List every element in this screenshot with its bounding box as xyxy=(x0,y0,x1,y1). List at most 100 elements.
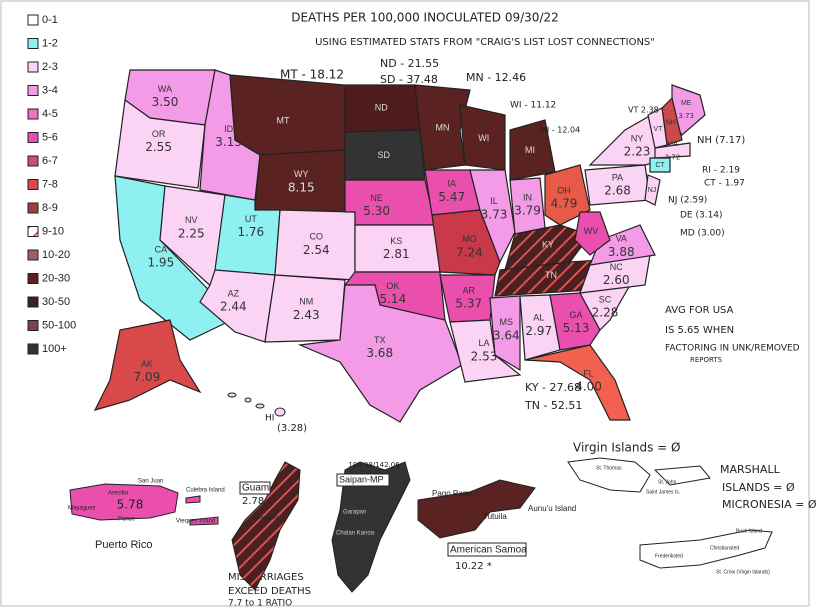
annotation: EXCEED DEATHS xyxy=(228,586,311,597)
state-abbr: ND xyxy=(375,102,388,112)
legend-swatch xyxy=(27,179,39,190)
legend-swatch xyxy=(27,132,39,143)
legend-swatch xyxy=(27,343,39,355)
state-abbr: NJ xyxy=(648,187,657,194)
state-abbr: IL xyxy=(490,196,498,206)
state-abbr: WV xyxy=(584,226,599,236)
state-value: 5.37 xyxy=(455,297,482,311)
place-label: Tutuila xyxy=(483,512,507,521)
place-label: Hagatna xyxy=(256,516,279,522)
legend-label: 3-4 xyxy=(42,84,58,96)
legend-label: 2-3 xyxy=(42,61,58,73)
legend-label: 5-6 xyxy=(42,131,58,143)
legend-swatch xyxy=(27,226,39,237)
territory-name: Guam xyxy=(242,483,269,494)
annotation: MARSHALL xyxy=(720,463,781,476)
state-value: 2.97 xyxy=(525,324,552,338)
legend-label: 7-8 xyxy=(42,178,58,190)
state-abbr: TX xyxy=(374,335,386,345)
annotation: SD - 37.48 xyxy=(380,73,438,86)
place-label: Chalan Kanoa xyxy=(336,531,375,537)
state-value: 3.79 xyxy=(514,204,541,218)
annotation: DE (3.14) xyxy=(680,211,723,221)
legend-label: 100+ xyxy=(42,343,67,355)
legend-swatch xyxy=(27,320,39,331)
subtitle: USING ESTIMATED STATS FROM "CRAIG'S LIST… xyxy=(315,37,655,48)
state-abbr: MI xyxy=(525,145,535,155)
state-value: 5.30 xyxy=(363,204,390,218)
state-abbr: OH xyxy=(557,185,571,195)
label-box xyxy=(336,473,390,487)
legend-label: 4-5 xyxy=(42,108,58,120)
state xyxy=(649,157,671,173)
state-abbr: WA xyxy=(158,84,172,94)
place-label: Pago Pago xyxy=(432,489,472,498)
state-value: 2.68 xyxy=(604,184,631,198)
place-label: San Juan xyxy=(138,479,163,485)
state-value: 4.00 xyxy=(575,380,602,394)
annotation: MICRONESIA = Ø xyxy=(722,498,817,511)
state-abbr: MO xyxy=(462,234,477,244)
state-value: 3.68 xyxy=(366,346,393,360)
state-abbr: OK xyxy=(386,281,399,291)
legend-swatch xyxy=(27,38,39,49)
place-label: Mayaguez xyxy=(68,506,96,512)
state-abbr: OR xyxy=(152,129,166,139)
state-value: 5.47 xyxy=(438,190,465,204)
state-abbr: ME xyxy=(681,100,692,107)
legend-swatch xyxy=(27,273,39,284)
annotation: MISCARRIAGES xyxy=(228,572,304,583)
state-value: 3.50 xyxy=(152,95,179,109)
annotation: NJ (2.59) xyxy=(668,196,707,206)
state-abbr: LA xyxy=(478,338,489,348)
annotation: FACTORING IN UNK/REMOVED xyxy=(665,344,800,354)
state-abbr: TN xyxy=(545,270,557,280)
territory-value: 5.78 xyxy=(117,498,144,512)
legend-swatch xyxy=(27,85,39,96)
legend-label: 8-9 xyxy=(42,202,58,214)
state-abbr: SC xyxy=(599,294,612,304)
annotation: (3.28) xyxy=(277,423,307,434)
legend-swatch xyxy=(27,202,39,214)
place-label: Ponce xyxy=(118,517,136,523)
state-value: 3.73 xyxy=(678,112,694,120)
annotation: Virgin Islands = Ø xyxy=(573,441,680,455)
state-abbr: KY xyxy=(542,240,554,250)
state xyxy=(574,211,611,256)
state-value: 2.25 xyxy=(178,226,205,240)
territory-shape xyxy=(639,529,773,569)
state-abbr: WY xyxy=(294,169,309,179)
territory-shape xyxy=(69,483,179,521)
state-abbr: FL xyxy=(583,368,594,378)
annotation: IS 5.65 WHEN xyxy=(665,325,734,336)
hawaii-islands xyxy=(227,392,286,417)
state xyxy=(449,319,522,383)
legend-label: 50-100 xyxy=(42,319,76,331)
state xyxy=(644,174,661,206)
state-abbr: UT xyxy=(245,214,257,224)
territory-name: Puerto Rico xyxy=(95,539,152,551)
state-abbr: ID xyxy=(224,124,234,134)
state-value: 7.24 xyxy=(456,245,483,259)
annotation: RI - 2.19 xyxy=(702,166,740,176)
state-value: 8.15 xyxy=(288,180,315,194)
state-abbr: CO xyxy=(310,232,324,242)
state-value: 1.95 xyxy=(147,256,174,270)
legend-label: 1-2 xyxy=(42,37,58,49)
title: DEATHS PER 100,000 INOCULATED 09/30/22 xyxy=(291,11,559,25)
place-label: Arecibo xyxy=(108,491,129,497)
legend-label: 30-50 xyxy=(42,296,70,308)
annotation: ISLANDS = Ø xyxy=(722,481,795,494)
state-value: 2.44 xyxy=(220,300,247,314)
state-abbr: NY xyxy=(631,133,644,143)
place-label: Garapan xyxy=(343,510,366,516)
annotation: REPORTS xyxy=(690,356,723,364)
territory-name: Saipan-MP xyxy=(339,474,384,484)
legend-label: 10-20 xyxy=(42,249,70,261)
state-value: 2.54 xyxy=(303,243,330,257)
annotation: TN - 52.51 xyxy=(524,399,582,412)
state xyxy=(544,164,591,226)
state-abbr: NE xyxy=(370,193,383,203)
state-abbr: AK xyxy=(141,359,153,369)
territory-value: 100.98/142.06 xyxy=(348,461,400,469)
